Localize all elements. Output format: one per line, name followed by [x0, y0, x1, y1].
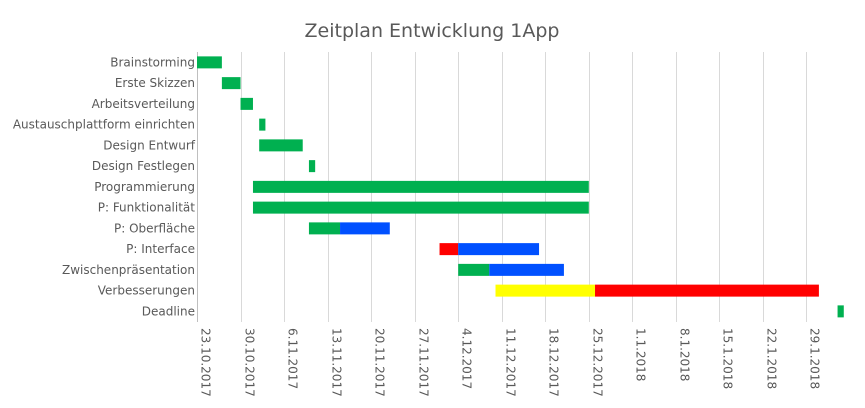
task-label: P: Funktionalität [98, 201, 196, 215]
task-bar [308, 222, 341, 235]
task-bar [837, 305, 844, 318]
category-labels: Brainstorming Erste Skizzen Arbeitsverteil… [13, 55, 196, 318]
task-label: Verbesserungen [98, 284, 195, 298]
x-tick-label: 18.12.2017 [547, 328, 561, 397]
task-label: Arbeitsverteilung [92, 97, 195, 111]
task-bar [489, 263, 564, 276]
x-tick-label: 23.10.2017 [199, 328, 213, 397]
x-tick-label: 11.12.2017 [504, 328, 518, 397]
x-tick-label: 22.1.2018 [765, 328, 779, 389]
chart-title: Zeitplan Entwicklung 1App [305, 20, 560, 42]
task-label: Deadline [142, 304, 195, 318]
task-bar [458, 243, 540, 256]
task-label: Brainstorming [110, 55, 195, 69]
task-label: Zwischenpräsentation [62, 263, 195, 277]
task-label: Design Festlegen [92, 159, 195, 173]
task-bar [259, 139, 303, 152]
bars [197, 56, 844, 318]
x-tick-label: 30.10.2017 [243, 328, 257, 397]
x-tick-label: 4.12.2017 [460, 328, 474, 389]
task-bar [439, 243, 459, 256]
task-bar [252, 180, 589, 193]
task-label: P: Interface [126, 242, 195, 256]
task-label: P: Oberfläche [114, 221, 195, 235]
task-bar [308, 160, 316, 173]
x-tick-label: 6.11.2017 [286, 328, 300, 389]
x-tick-labels: 23.10.2017 30.10.2017 6.11.2017 13.11.2017 2… [199, 328, 822, 397]
task-label: Design Entwurf [103, 138, 195, 152]
task-bar [458, 263, 490, 276]
task-bar [340, 222, 390, 235]
x-tick-label: 29.1.2018 [808, 328, 822, 389]
x-tick-label: 13.11.2017 [330, 328, 344, 397]
x-tick-label: 27.11.2017 [417, 328, 431, 397]
task-label: Erste Skizzen [115, 76, 195, 90]
task-bar [197, 56, 222, 69]
task-bar [240, 97, 253, 110]
task-bar [495, 284, 596, 297]
task-bar [259, 118, 266, 131]
x-tick-label: 15.1.2018 [721, 328, 735, 389]
x-tick-label: 8.1.2018 [678, 328, 692, 381]
task-bar [595, 284, 819, 297]
task-bar [221, 77, 241, 90]
x-tick-label: 25.12.2017 [591, 328, 605, 397]
task-bar [252, 201, 589, 214]
task-label: Programmierung [94, 180, 195, 194]
task-label: Austauschplattform einrichten [13, 118, 195, 132]
x-tick-label: 1.1.2018 [634, 328, 648, 381]
x-tick-label: 20.11.2017 [373, 328, 387, 397]
